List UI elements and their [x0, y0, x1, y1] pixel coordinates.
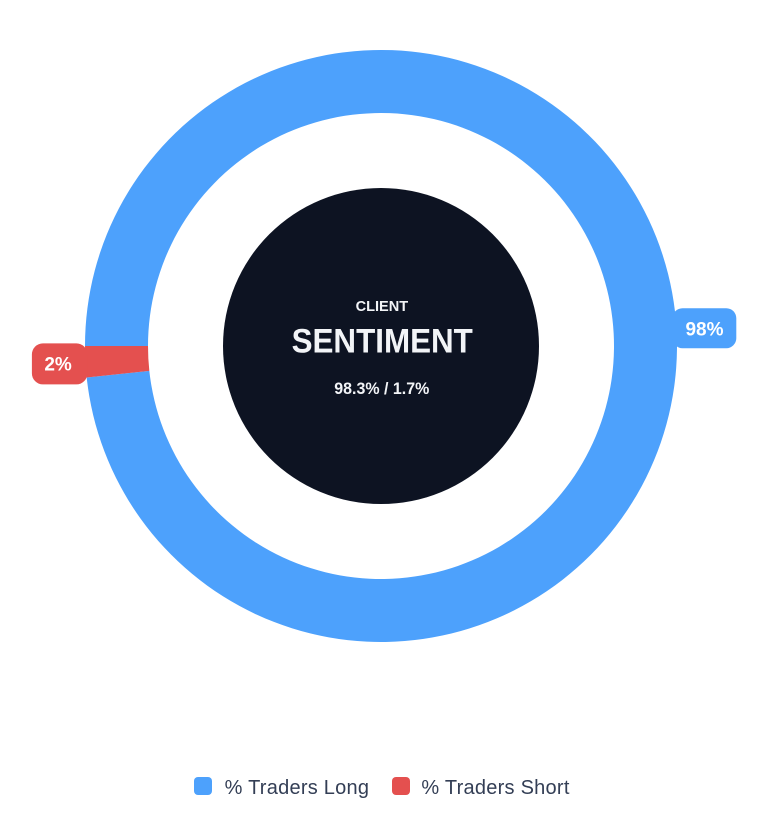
svg-text:CLIENT: CLIENT: [356, 299, 409, 315]
svg-text:98%: 98%: [685, 320, 723, 341]
svg-text:SENTIMENT: SENTIMENT: [292, 322, 473, 360]
svg-text:98.3% / 1.7%: 98.3% / 1.7%: [334, 380, 429, 398]
svg-text:2%: 2%: [44, 354, 72, 375]
